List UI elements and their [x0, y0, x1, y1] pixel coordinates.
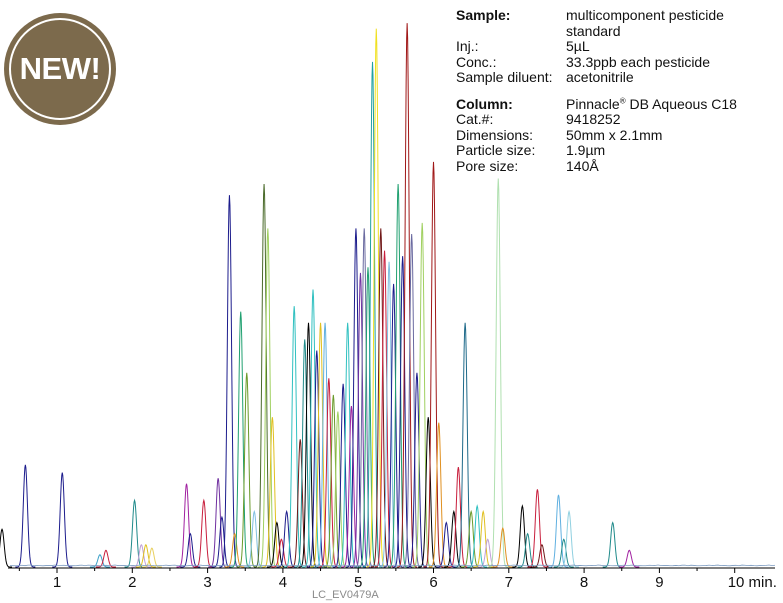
- dimensions-row: Dimensions: 50mm x 2.1mm: [456, 126, 778, 144]
- peak-43: [357, 267, 378, 568]
- column-row: Column: Pinnacle® DB Aqueous C18: [456, 95, 778, 113]
- pore-row: Pore size: 140Å: [456, 157, 778, 175]
- peak-16: [224, 532, 245, 568]
- peak-10: [176, 483, 197, 568]
- x-tick-label-6: 6: [429, 574, 437, 591]
- peak-74: [553, 538, 574, 568]
- peak-57: [423, 161, 444, 568]
- peak-58: [428, 422, 449, 568]
- peak-59: [436, 521, 457, 568]
- column-value-name: Pinnacle: [566, 95, 620, 112]
- peak-25: [276, 509, 297, 568]
- pore-value: 140Å: [566, 157, 599, 174]
- baseline-trace: [9, 564, 776, 567]
- peak-24: [271, 538, 292, 568]
- peak-21: [257, 228, 278, 568]
- x-tick-label-3: 3: [203, 574, 211, 591]
- x-tick-label-5: 5: [354, 574, 362, 591]
- column-label: Column:: [456, 95, 513, 112]
- peak-6: [124, 498, 145, 568]
- x-tick-label-4: 4: [279, 574, 287, 591]
- particle-value: 1.9µm: [566, 142, 606, 158]
- peak-27: [290, 439, 311, 568]
- peak-55: [412, 222, 433, 568]
- peak-42: [354, 228, 375, 568]
- particle-label: Particle size:: [456, 142, 536, 158]
- peak-3: [52, 472, 73, 568]
- peak-62: [455, 322, 476, 568]
- conc-row: Conc.: 33.3ppb each pesticide: [456, 53, 778, 71]
- peak-15: [219, 195, 240, 568]
- x-tick-label-8: 8: [580, 574, 588, 591]
- peak-69: [512, 504, 533, 568]
- cat-value: 9418252: [566, 111, 621, 127]
- peak-18: [236, 372, 257, 568]
- inj-value: 5µL: [566, 38, 590, 54]
- peak-traces: [0, 23, 776, 568]
- cat-label: Cat.#:: [456, 111, 494, 127]
- peak-9: [141, 547, 162, 568]
- sample-value: multicomponent pesticide standard: [566, 7, 724, 39]
- peak-53: [401, 233, 422, 568]
- sample-label: Sample:: [456, 7, 511, 23]
- new-badge-text: NEW!: [19, 51, 101, 86]
- peak-61: [448, 467, 469, 568]
- conc-value: 33.3ppb each pesticide: [566, 53, 710, 70]
- peak-13: [208, 478, 229, 568]
- peak-52: [397, 23, 418, 568]
- column-value-type: DB Aqueous C18: [625, 95, 737, 112]
- peak-19: [244, 509, 265, 568]
- peak-2: [15, 464, 36, 568]
- peak-60: [443, 509, 464, 568]
- peak-68: [492, 526, 513, 568]
- peak-44: [362, 61, 383, 568]
- peak-63: [461, 509, 482, 568]
- x-tick-label-2: 2: [128, 574, 136, 591]
- peak-76: [602, 521, 623, 568]
- x-axis-ticks: 1 2 3 4 5 6 7 8 9 10 min.: [18, 568, 777, 591]
- peak-23: [266, 521, 287, 568]
- peak-8: [135, 544, 156, 568]
- peak-71: [527, 489, 548, 568]
- peak-67: [488, 178, 509, 568]
- pore-label: Pore size:: [456, 157, 519, 174]
- peak-77: [619, 549, 640, 568]
- x-tick-label-7: 7: [505, 574, 513, 591]
- peak-5: [95, 549, 116, 568]
- peak-73: [548, 494, 569, 568]
- peak-64: [467, 504, 488, 568]
- diluent-value: acetonitrile: [566, 69, 634, 85]
- dimensions-value: 50mm x 2.1mm: [566, 126, 663, 143]
- registered-mark: ®: [619, 95, 626, 105]
- x-tick-label-10: 10 min.: [728, 574, 777, 591]
- peak-40: [345, 228, 366, 568]
- peak-4: [89, 554, 110, 568]
- column-value: Pinnacle® DB Aqueous C18: [566, 95, 778, 113]
- method-info-panel: Sample: multicomponent pesticide standar…: [456, 7, 778, 175]
- peak-65: [473, 509, 494, 568]
- peak-20: [254, 184, 275, 568]
- inj-row: Inj.: 5µL: [456, 38, 778, 55]
- particle-row: Particle size: 1.9µm: [456, 142, 778, 159]
- diluent-row: Sample diluent: acetonitrile: [456, 69, 778, 86]
- peak-56: [418, 417, 439, 568]
- cat-row: Cat.#: 9418252: [456, 111, 778, 128]
- new-badge: NEW!: [4, 13, 116, 125]
- peak-75: [559, 509, 580, 568]
- inj-label: Inj.:: [456, 38, 479, 54]
- conc-label: Conc.:: [456, 53, 497, 70]
- sample-row: Sample: multicomponent pesticide standar…: [456, 7, 778, 39]
- peak-7: [131, 544, 152, 568]
- peak-12: [193, 498, 214, 568]
- x-tick-label-1: 1: [53, 574, 61, 591]
- diluent-label: Sample diluent:: [456, 69, 553, 85]
- x-tick-label-9: 9: [655, 574, 663, 591]
- dimensions-label: Dimensions:: [456, 126, 534, 143]
- figure-code: LC_EV0479A: [312, 589, 379, 601]
- peak-1: [0, 528, 13, 568]
